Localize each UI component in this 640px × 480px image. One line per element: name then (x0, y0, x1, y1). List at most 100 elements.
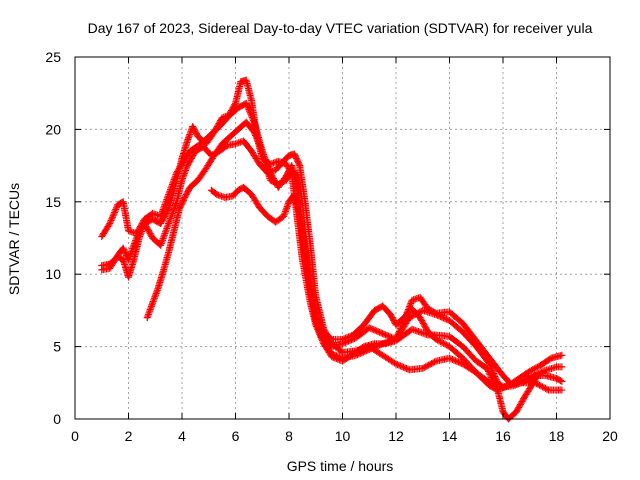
data-point (484, 367, 492, 375)
data-point (246, 109, 254, 117)
data-point (367, 324, 375, 332)
data-point (527, 366, 535, 374)
data-markers (98, 76, 566, 423)
data-point (440, 339, 448, 347)
data-point (158, 238, 166, 246)
data-point (398, 363, 406, 371)
data-point (519, 378, 527, 386)
data-point (491, 381, 499, 389)
data-point (529, 366, 537, 374)
data-point (264, 162, 272, 170)
y-tick-label: 10 (45, 266, 61, 282)
data-point (254, 136, 262, 144)
data-point (263, 159, 271, 167)
data-point (491, 380, 499, 388)
data-point (263, 160, 271, 168)
data-point (171, 201, 179, 209)
data-point (488, 374, 496, 382)
data-point (161, 201, 169, 209)
series-track-5 (207, 183, 542, 423)
data-point (172, 199, 180, 207)
data-point (339, 335, 346, 343)
data-point (249, 115, 257, 123)
data-point (342, 334, 350, 342)
data-point (256, 142, 264, 150)
data-point (438, 339, 446, 347)
y-tick-label: 25 (45, 49, 61, 65)
data-point (487, 372, 495, 380)
data-point (332, 355, 340, 363)
data-point (397, 324, 405, 332)
x-tick-label: 10 (335, 428, 351, 444)
data-point (443, 315, 451, 323)
data-point (454, 358, 462, 366)
y-tick-label: 20 (45, 121, 61, 137)
data-point (523, 376, 531, 384)
data-point (166, 216, 174, 224)
data-point (377, 329, 385, 337)
chart-title: Day 167 of 2023, Sidereal Day-to-day VTE… (88, 20, 593, 36)
data-point (370, 326, 378, 334)
data-point (161, 230, 169, 238)
data-point (250, 128, 258, 136)
data-point (420, 364, 428, 372)
x-tick-label: 8 (285, 428, 293, 444)
data-point (365, 324, 373, 332)
data-point (157, 240, 165, 248)
data-point (443, 341, 451, 349)
data-point (160, 231, 168, 239)
data-point (251, 130, 259, 138)
data-point (522, 377, 530, 385)
data-point (537, 382, 545, 390)
data-point (383, 331, 391, 339)
data-point (501, 383, 509, 391)
data-point (337, 347, 345, 355)
data-point (252, 133, 260, 141)
data-point (158, 207, 166, 215)
data-point (379, 330, 387, 338)
data-point (395, 328, 403, 336)
data-point (111, 207, 119, 215)
data-point (425, 361, 433, 369)
data-point (392, 360, 400, 368)
data-point (258, 147, 266, 155)
data-point (397, 323, 405, 331)
data-point (112, 204, 120, 212)
data-point (447, 355, 455, 363)
data-point (164, 221, 172, 229)
data-point (441, 340, 449, 348)
data-point (248, 112, 256, 120)
data-point (112, 205, 120, 213)
data-point (211, 189, 219, 197)
data-point (446, 354, 453, 362)
data-point (346, 332, 354, 340)
data-point (450, 356, 458, 364)
data-point (448, 355, 456, 363)
data-point (558, 363, 566, 371)
data-point (373, 327, 381, 335)
data-point (419, 364, 427, 372)
data-point (558, 351, 566, 359)
data-point (406, 301, 414, 309)
data-point (423, 362, 431, 370)
data-point (368, 325, 376, 333)
data-point (486, 371, 494, 379)
data-point (517, 379, 525, 387)
data-point (162, 228, 170, 236)
data-point (382, 331, 390, 339)
data-point (437, 338, 445, 346)
x-tick-label: 14 (442, 428, 458, 444)
data-point (396, 326, 404, 334)
data-point (250, 117, 258, 125)
data-point (243, 101, 251, 109)
data-point (242, 99, 250, 107)
data-point (261, 155, 269, 163)
data-point (493, 384, 501, 392)
data-point (165, 218, 173, 226)
data-point (526, 367, 534, 375)
data-point (167, 213, 175, 221)
data-point (393, 361, 401, 369)
data-point (457, 359, 465, 367)
data-point (160, 202, 168, 210)
